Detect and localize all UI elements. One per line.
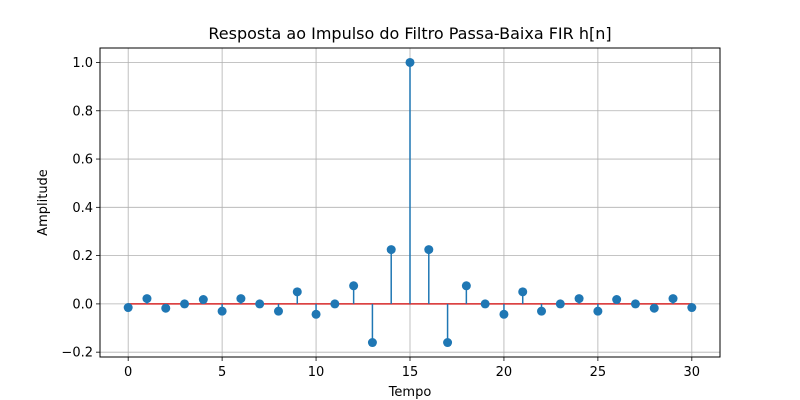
x-tick-label: 25 — [590, 365, 607, 380]
stem-marker — [123, 303, 133, 313]
x-axis-ticks: 0 5 10 15 20 25 30 — [124, 357, 700, 380]
stem-marker — [630, 299, 640, 309]
stem-marker — [443, 338, 453, 348]
stem-marker — [687, 303, 697, 313]
stem-marker — [236, 294, 246, 304]
stem-marker — [292, 287, 302, 297]
stem-marker — [217, 306, 227, 316]
y-tick-label: 0.6 — [72, 153, 93, 168]
y-tick-label: 0.4 — [72, 201, 93, 216]
stem-marker — [574, 294, 584, 304]
chart-title: Resposta ao Impulso do Filtro Passa-Baix… — [208, 24, 611, 43]
stem-marker — [612, 295, 622, 305]
y-tick-label: −0.2 — [61, 346, 93, 361]
stem-marker — [349, 281, 359, 291]
x-tick-label: 15 — [402, 365, 419, 380]
stems — [127, 62, 693, 343]
stem-marker — [499, 309, 509, 319]
stem-marker — [555, 299, 565, 309]
stem-marker — [367, 338, 377, 348]
markers — [123, 57, 697, 348]
x-tick-label: 20 — [496, 365, 513, 380]
stem-marker — [161, 303, 171, 313]
stem-marker — [255, 299, 265, 309]
stem-marker — [386, 245, 396, 255]
stem-marker — [180, 299, 190, 309]
x-tick-label: 0 — [124, 365, 132, 380]
stem-marker — [537, 306, 547, 316]
stem-marker — [198, 295, 208, 305]
stem-marker — [649, 303, 659, 313]
stem-marker — [668, 294, 678, 304]
x-tick-label: 5 — [218, 365, 226, 380]
stem-marker — [593, 306, 603, 316]
stem-marker — [273, 306, 283, 316]
y-tick-label: 0.2 — [72, 249, 93, 264]
y-tick-label: 0.8 — [72, 104, 93, 119]
y-tick-label: 1.0 — [72, 56, 93, 71]
stem-marker — [405, 57, 415, 67]
y-tick-label: 0.0 — [72, 297, 93, 312]
stem-marker — [480, 299, 490, 309]
stem-marker — [330, 299, 340, 309]
stem-marker — [424, 245, 434, 255]
stem-marker — [461, 281, 471, 291]
y-axis-label: Amplitude — [36, 169, 51, 236]
stem-marker — [518, 287, 528, 297]
x-tick-label: 10 — [308, 365, 325, 380]
stem-marker — [311, 309, 321, 319]
stem-marker — [142, 294, 152, 304]
x-axis-label: Tempo — [388, 385, 432, 400]
x-tick-label: 30 — [684, 365, 701, 380]
y-axis-ticks: −0.2 0.0 0.2 0.4 0.6 0.8 1.0 — [61, 56, 100, 361]
